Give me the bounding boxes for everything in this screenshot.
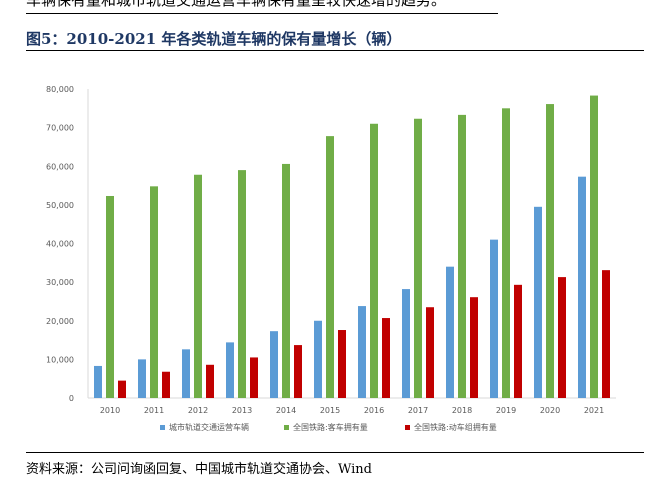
bar-series-3 xyxy=(382,318,390,398)
x-tick-label: 2021 xyxy=(584,406,604,415)
bar-series-3 xyxy=(294,345,302,398)
bar-series-3 xyxy=(558,277,566,398)
y-tick-label: 20,000 xyxy=(46,317,74,326)
legend-label: 全国铁路:动车组拥有量 xyxy=(414,422,497,432)
y-tick-label: 60,000 xyxy=(46,162,74,171)
bar-series-1 xyxy=(358,306,366,398)
y-tick-label: 70,000 xyxy=(46,124,74,133)
bar-series-3 xyxy=(338,330,346,398)
x-tick-label: 2015 xyxy=(320,406,340,415)
bar-series-3 xyxy=(426,307,434,398)
bar-series-2 xyxy=(238,170,246,398)
x-tick-label: 2020 xyxy=(540,406,560,415)
bar-series-1 xyxy=(446,266,454,398)
bar-series-1 xyxy=(578,176,586,398)
bar-series-2 xyxy=(502,108,510,398)
y-tick-label: 10,000 xyxy=(46,355,74,364)
title-divider xyxy=(26,50,644,51)
bar-series-2 xyxy=(458,114,466,398)
bar-series-3 xyxy=(206,364,214,398)
x-tick-label: 2013 xyxy=(232,406,252,415)
bar-series-3 xyxy=(250,357,258,398)
bar-series-3 xyxy=(514,284,522,398)
bar-series-3 xyxy=(162,371,170,398)
bar-series-3 xyxy=(470,297,478,398)
x-tick-label: 2010 xyxy=(100,406,120,415)
bar-series-2 xyxy=(370,123,378,398)
y-tick-label: 80,000 xyxy=(46,85,74,94)
bar-series-1 xyxy=(314,320,322,398)
bar-series-2 xyxy=(106,195,114,398)
x-tick-label: 2017 xyxy=(408,406,428,415)
y-tick-label: 50,000 xyxy=(46,201,74,210)
bar-series-1 xyxy=(402,289,410,398)
bar-chart: 0 10,000 20,000 30,000 40,000 50,000 60,000 70,… xyxy=(46,85,616,432)
x-tick-label: 2011 xyxy=(144,406,164,415)
bar-series-2 xyxy=(150,186,158,398)
x-tick-label: 2016 xyxy=(364,406,384,415)
bar-series-2 xyxy=(590,95,598,398)
source-divider xyxy=(26,452,644,453)
bar-series-1 xyxy=(270,331,278,398)
y-axis-labels: 0 10,000 20,000 30,000 40,000 50,000 60,000 70,… xyxy=(46,85,74,403)
legend-label: 全国铁路:客车拥有量 xyxy=(293,422,368,432)
legend-swatch xyxy=(160,425,165,430)
bars-group xyxy=(94,95,610,399)
x-tick-label: 2014 xyxy=(276,406,296,415)
bar-series-1 xyxy=(182,349,190,398)
bar-series-1 xyxy=(490,239,498,398)
legend-label: 城市轨道交通运营车辆 xyxy=(169,422,249,432)
intro-underline xyxy=(26,13,498,14)
bar-series-3 xyxy=(118,380,126,398)
source-note: 资料来源：公司问询函回复、中国城市轨道交通协会、Wind xyxy=(26,462,372,477)
bar-series-1 xyxy=(94,365,102,398)
intro-text: 车辆保有量和城市轨道交通运营车辆保有量呈较快速增的趋势。 xyxy=(26,0,447,9)
bar-series-1 xyxy=(138,359,146,398)
legend-swatch xyxy=(284,425,289,430)
bar-series-1 xyxy=(534,206,542,398)
legend-swatch xyxy=(405,425,410,430)
legend: 城市轨道交通运营车辆 全国铁路:客车拥有量 全国铁路:动车组拥有量 xyxy=(160,422,497,432)
bar-series-2 xyxy=(282,163,290,398)
bar-series-2 xyxy=(546,104,554,398)
bar-series-1 xyxy=(226,342,234,398)
x-tick-label: 2018 xyxy=(452,406,472,415)
y-tick-label: 30,000 xyxy=(46,278,74,287)
bar-series-2 xyxy=(326,136,334,398)
x-tick-label: 2019 xyxy=(496,406,516,415)
figure-title: 图5：2010-2021 年各类轨道车辆的保有量增长（辆） xyxy=(26,30,402,48)
x-axis-labels: 2010 2011 2012 2013 2014 2015 2016 2017 2018 2019… xyxy=(100,406,604,415)
bar-series-2 xyxy=(414,118,422,399)
bar-series-2 xyxy=(194,174,202,398)
bar-series-3 xyxy=(602,270,610,398)
y-tick-label: 40,000 xyxy=(46,240,74,249)
x-tick-label: 2012 xyxy=(188,406,208,415)
y-tick-label: 0 xyxy=(69,394,74,403)
